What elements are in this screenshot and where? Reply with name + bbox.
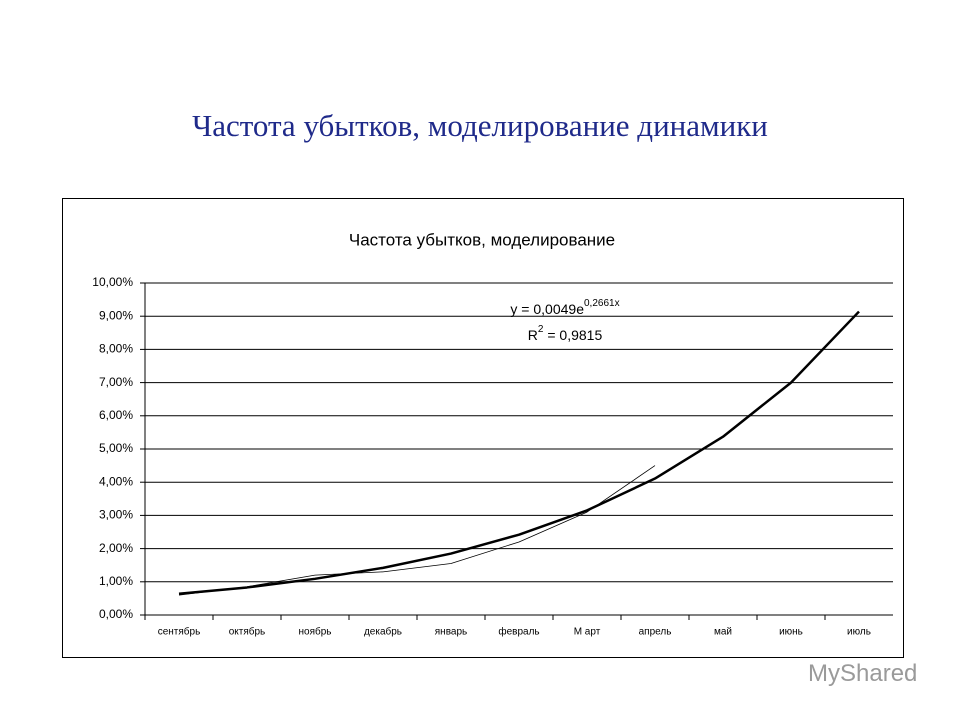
x-tick-label: октябрь: [229, 626, 266, 638]
y-tick-label: 10,00%: [92, 275, 133, 289]
r-squared-rest: = 0,9815: [543, 327, 602, 343]
chart-title: Частота убытков, моделирование: [349, 230, 615, 249]
r-squared-base: R: [528, 327, 538, 343]
y-tick-label: 5,00%: [99, 441, 133, 455]
series-line: [178, 465, 656, 596]
r-squared-exponent: 2: [538, 324, 544, 335]
slide-title: Частота убытков, моделирование динамики: [192, 108, 768, 143]
y-tick-label: 9,00%: [99, 308, 133, 322]
y-tick-label: 4,00%: [99, 474, 133, 488]
watermark: MyShared: [808, 660, 918, 687]
x-tick-label: февраль: [498, 626, 539, 638]
chart-frame: [62, 198, 904, 658]
y-tick-label: 8,00%: [99, 342, 133, 356]
x-tick-label: апрель: [639, 627, 672, 638]
y-tick-label: 2,00%: [99, 541, 133, 555]
equation-base: y = 0,0049e: [510, 301, 584, 317]
x-tick-label: июнь: [779, 627, 803, 638]
equation: y = 0,0049e0,2661x: [510, 298, 619, 317]
x-tick-label: декабрь: [364, 626, 402, 638]
y-tick-label: 0,00%: [99, 607, 133, 621]
y-tick-label: 1,00%: [99, 574, 133, 588]
series-line: [178, 310, 860, 595]
y-tick-label: 7,00%: [99, 375, 133, 389]
equation-exponent: 0,2661x: [584, 298, 620, 309]
r-squared: R2 = 0,9815: [528, 324, 603, 343]
x-tick-label: сентябрь: [158, 626, 201, 638]
x-tick-label: январь: [435, 627, 467, 638]
x-tick-label: июль: [847, 627, 871, 638]
y-tick-label: 3,00%: [99, 508, 133, 522]
y-tick-label: 6,00%: [99, 408, 133, 422]
x-tick-label: ноябрь: [299, 626, 332, 638]
x-tick-label: май: [714, 627, 732, 638]
x-tick-label: М арт: [574, 627, 601, 638]
